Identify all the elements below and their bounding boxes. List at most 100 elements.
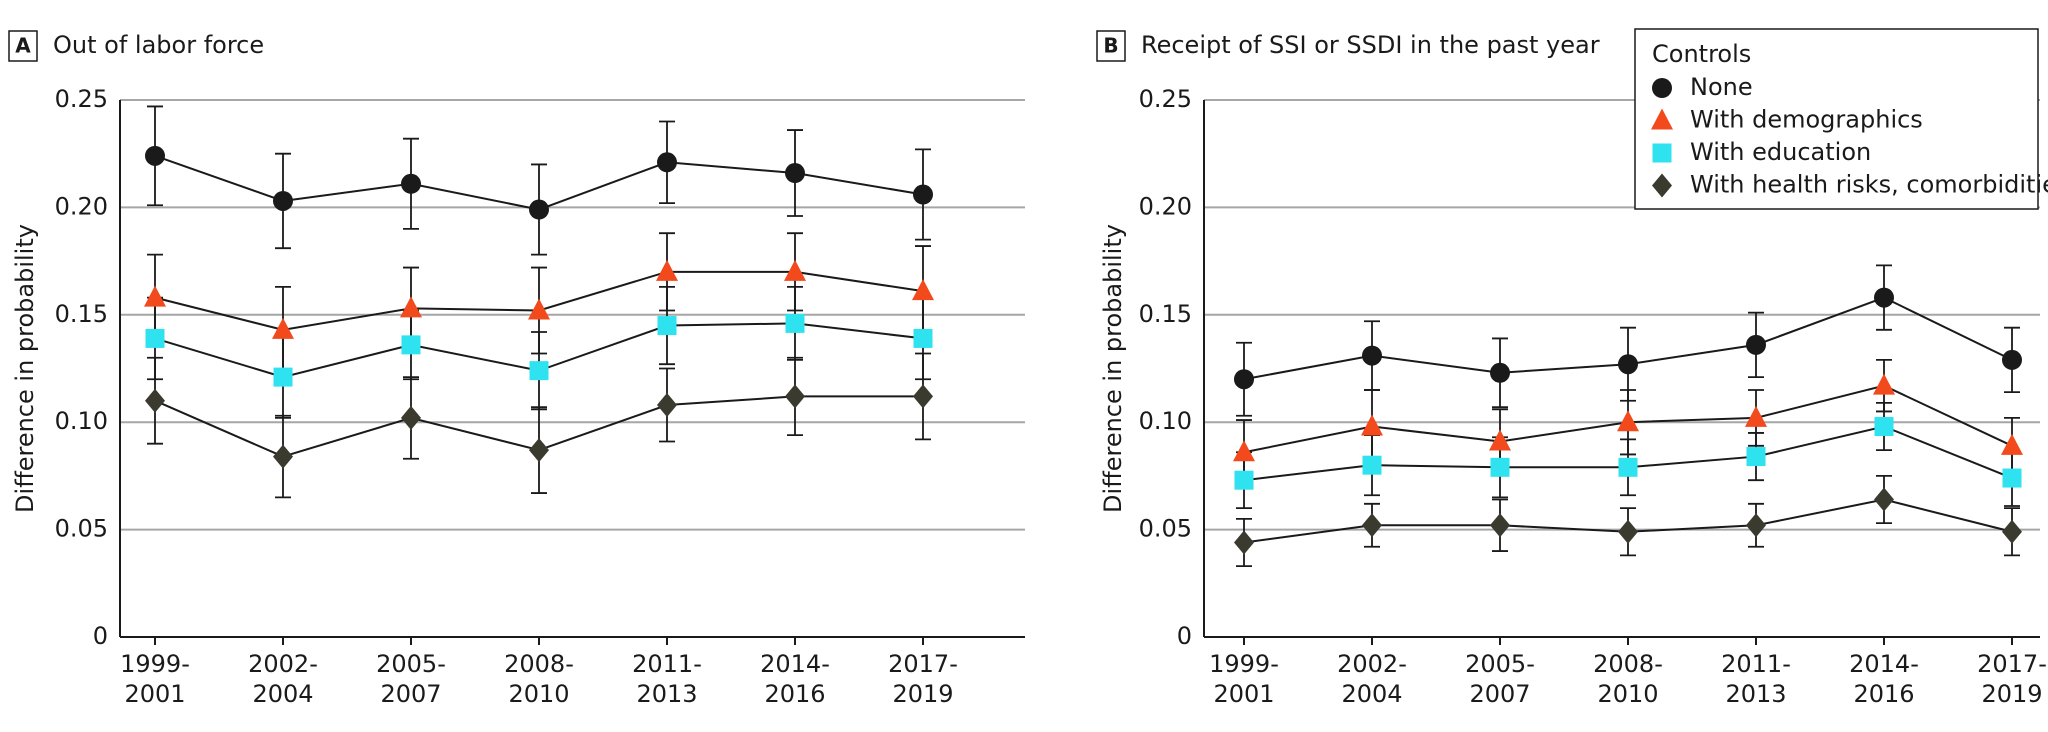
y-tick-label: 0.25 [55,85,108,113]
y-tick-label: 0 [1177,622,1192,650]
legend-label: With education [1690,138,1871,166]
marker [1652,78,1672,98]
legend-title: Controls [1652,40,1751,68]
marker [657,316,677,336]
marker [1617,410,1639,432]
marker [273,367,293,387]
marker [1489,429,1511,451]
marker [273,190,293,211]
marker [1234,530,1254,555]
marker [784,259,806,281]
marker [401,173,421,194]
y-tick-label: 0.20 [1139,192,1192,220]
marker [401,335,421,355]
marker [1745,405,1767,427]
marker [913,384,933,409]
marker [1490,457,1510,477]
marker [657,393,677,418]
marker [656,259,678,281]
marker [1618,354,1638,375]
y-tick-label: 0 [93,622,108,650]
y-axis-title: Difference in probability [11,224,39,513]
marker [1234,470,1254,490]
marker [400,296,422,318]
y-tick-label: 0.05 [55,515,108,543]
y-tick-label: 0.10 [1139,407,1192,435]
marker [913,184,933,205]
x-tick-label: 2005- 2007 [1465,650,1535,708]
marker [1361,414,1383,436]
marker [1746,447,1766,467]
marker [1362,345,1382,366]
marker [145,388,165,413]
marker [528,298,550,320]
marker [1618,519,1638,544]
marker [401,405,421,430]
marker [2002,349,2022,370]
marker [272,317,294,339]
legend-label: With health risks, comorbidities [1690,171,2048,199]
marker [1652,173,1672,198]
x-tick-label: 2014- 2016 [760,650,830,708]
marker [529,438,549,463]
x-tick-label: 2002- 2004 [248,650,318,708]
y-tick-label: 0.25 [1139,85,1192,113]
marker [1651,108,1673,130]
marker [1362,513,1382,538]
marker [529,361,549,381]
marker [1362,455,1382,475]
y-tick-label: 0.10 [55,407,108,435]
x-tick-label: 1999- 2001 [120,650,190,708]
y-tick-label: 0.20 [55,192,108,220]
legend-label: None [1690,73,1753,101]
marker [1746,334,1766,355]
marker [2002,519,2022,544]
marker [1746,513,1766,538]
x-tick-label: 2011- 2013 [632,650,702,708]
y-axis-title: Difference in probability [1099,224,1127,513]
marker [1874,416,1894,436]
y-tick-label: 0.15 [1139,300,1192,328]
x-tick-label: 2005- 2007 [376,650,446,708]
marker [1233,440,1255,462]
panel-label: B [1103,34,1118,58]
panel-box [1096,30,1126,62]
marker [912,279,934,301]
marker [785,163,805,184]
legend-label: With demographics [1690,106,1923,134]
marker [1874,287,1894,308]
marker [145,328,165,348]
y-tick-label: 0.05 [1139,515,1192,543]
panel-box [8,30,38,62]
marker [2002,468,2022,488]
x-tick-label: 2014- 2016 [1849,650,1919,708]
marker [1618,457,1638,477]
marker [785,313,805,333]
chart-title: Out of labor force [53,31,264,59]
marker [529,199,549,220]
x-tick-label: 2017- 2019 [1977,650,2047,708]
chart-title: Receipt of SSI or SSDI in the past year [1141,31,1600,59]
marker [913,328,933,348]
marker [1873,373,1895,395]
marker [657,152,677,173]
marker [144,285,166,307]
marker [1652,143,1672,163]
x-tick-label: 2017- 2019 [888,650,958,708]
x-tick-label: 2008- 2010 [504,650,574,708]
y-tick-label: 0.15 [55,300,108,328]
marker [1490,362,1510,383]
marker [1234,369,1254,390]
x-tick-label: 2011- 2013 [1721,650,1791,708]
x-tick-label: 1999- 2001 [1209,650,1279,708]
marker [785,384,805,409]
legend-box [1634,28,2039,210]
marker [1490,513,1510,538]
x-tick-label: 2008- 2010 [1593,650,1663,708]
marker [145,145,165,166]
marker [2001,433,2023,455]
marker [273,444,293,469]
panel-label: A [15,34,31,58]
